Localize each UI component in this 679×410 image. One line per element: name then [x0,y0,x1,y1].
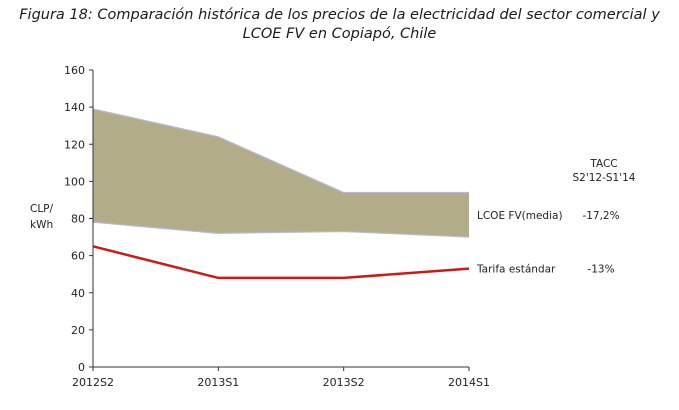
tacc-value-lcoe: -17,2% [582,210,619,222]
y-tick-label: 80 [71,213,85,226]
y-tick-label: 100 [64,175,85,188]
y-tick-label: 20 [71,324,85,337]
y-axis-label-line1: CLP/ [30,203,54,215]
y-tick-label: 40 [71,287,85,300]
lcoe-band-lower-edge [92,221,470,238]
tarifa-series-label: Tarifa estándar [476,264,556,276]
y-tick-label: 0 [78,361,85,374]
x-tick-label: 2012S2 [72,376,114,389]
y-tick-label: 140 [64,101,85,114]
series-line-tarifa [92,245,470,280]
tacc-header-line2: S2'12-S1'14 [573,172,636,184]
lcoe-series-label: LCOE FV(media) [477,210,563,222]
y-tick-label: 120 [64,138,85,151]
chart-title: Figura 18: Comparación histórica de los … [0,6,679,44]
y-tick-label: 160 [64,64,85,77]
x-tick-label: 2013S2 [323,376,365,389]
x-tick-label: 2014S1 [448,376,490,389]
chart-title-line2: LCOE FV en Copiapó, Chile [242,26,437,42]
y-axis-label-line2: kWh [30,219,53,231]
x-tick-label: 2013S1 [197,376,239,389]
chart-title-line1: Figura 18: Comparación histórica de los … [19,7,660,23]
lcoe-band-area [93,108,469,238]
tacc-header-line1: TACC [589,158,617,170]
y-tick-label: 60 [71,250,85,263]
lcoe-band-upper-edge [92,108,469,194]
tacc-value-tarifa: -13% [587,264,614,276]
